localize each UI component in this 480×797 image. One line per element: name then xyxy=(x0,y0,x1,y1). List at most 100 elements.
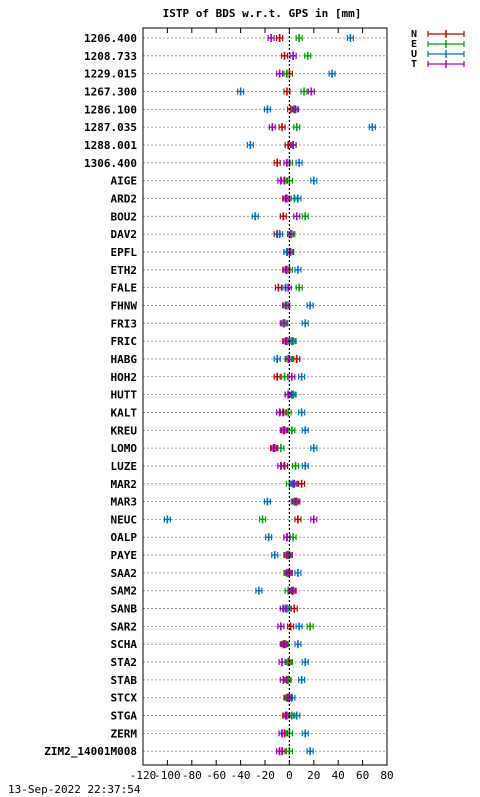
point-u xyxy=(271,551,279,560)
point-n xyxy=(290,604,298,613)
station-label: 1306.400 xyxy=(84,157,137,170)
station-label: 1206.400 xyxy=(84,32,137,45)
point-n xyxy=(273,372,281,381)
x-axis: -120-100 -80 -60 -40 -20 0 20 40 60 80 xyxy=(130,28,394,782)
point-u xyxy=(294,568,302,577)
point-t xyxy=(277,176,285,185)
point-t xyxy=(279,675,287,684)
point-t xyxy=(276,747,284,756)
plot-frame xyxy=(142,27,388,766)
point-u xyxy=(265,533,273,542)
point-u xyxy=(294,640,302,649)
point-t xyxy=(279,426,287,435)
point-u xyxy=(301,319,309,328)
point-u xyxy=(293,711,301,720)
legend-label: E xyxy=(411,39,417,50)
station-label: STCX xyxy=(111,692,138,705)
point-u xyxy=(301,461,309,470)
legend-label: U xyxy=(411,49,417,60)
x-tick-label: -100 xyxy=(154,769,181,782)
station-label: 1267.300 xyxy=(84,85,137,98)
point-t xyxy=(289,51,297,60)
station-label: FHNW xyxy=(111,299,138,312)
x-tick-label: -80 xyxy=(182,769,202,782)
point-e xyxy=(300,87,308,96)
x-tick-label: -20 xyxy=(255,769,275,782)
point-e xyxy=(280,372,289,381)
station-label: MAR2 xyxy=(111,478,138,491)
point-u xyxy=(295,622,303,631)
point-e xyxy=(291,461,300,470)
point-t xyxy=(268,123,276,132)
station-label: 1286.100 xyxy=(84,103,137,116)
station-label: OALP xyxy=(111,531,138,544)
point-n xyxy=(293,354,301,363)
point-t xyxy=(287,230,295,239)
station-label: HABG xyxy=(111,353,138,366)
point-t xyxy=(291,105,300,114)
x-tick-label: 0 xyxy=(286,769,293,782)
point-u xyxy=(301,426,309,435)
point-u xyxy=(246,140,254,149)
station-label: STA2 xyxy=(111,656,138,669)
station-label: ARD2 xyxy=(111,192,138,205)
point-n xyxy=(280,51,289,60)
station-label: DAV2 xyxy=(111,228,138,241)
point-e xyxy=(289,533,297,542)
row-labels: 1206.400 1208.733 1229.015 1267.300 1286.100… xyxy=(44,32,137,758)
station-label: EPFL xyxy=(111,246,138,259)
station-label: FALE xyxy=(111,282,138,295)
point-e xyxy=(301,212,309,221)
point-u xyxy=(263,105,272,114)
point-u xyxy=(301,729,309,738)
station-label: SAR2 xyxy=(111,620,138,633)
point-u xyxy=(310,444,318,453)
point-n xyxy=(278,123,286,132)
station-label: PAYE xyxy=(111,549,138,562)
point-t xyxy=(284,693,292,702)
point-e xyxy=(284,408,292,417)
point-t xyxy=(279,604,287,613)
point-u xyxy=(306,301,314,310)
station-label: ZERM xyxy=(111,727,138,740)
station-label: ETH2 xyxy=(111,264,138,277)
point-u xyxy=(298,372,306,381)
point-u xyxy=(328,69,336,78)
point-e xyxy=(277,444,285,453)
point-u xyxy=(294,265,302,274)
point-n xyxy=(274,283,283,292)
x-tick-label: 40 xyxy=(332,769,345,782)
point-n xyxy=(294,515,302,524)
station-label: FRIC xyxy=(111,335,138,348)
point-t xyxy=(277,461,285,470)
station-label: ZIM2_14001M008 xyxy=(44,745,137,758)
station-label: 1208.733 xyxy=(84,50,137,63)
point-t xyxy=(278,658,286,667)
point-t xyxy=(276,408,284,417)
station-label: SANB xyxy=(111,603,138,616)
point-t xyxy=(287,247,295,256)
station-label: KREU xyxy=(111,424,138,437)
station-label: 1288.001 xyxy=(84,139,137,152)
point-t xyxy=(278,729,286,738)
point-t xyxy=(284,354,292,363)
x-tick-label: 60 xyxy=(356,769,369,782)
point-u xyxy=(273,354,281,363)
legend-label: T xyxy=(411,59,417,70)
point-t xyxy=(271,444,279,453)
point-u xyxy=(237,87,245,96)
station-label: SAM2 xyxy=(111,585,138,598)
station-label: STGA xyxy=(111,710,138,723)
gridlines xyxy=(143,37,387,752)
point-n xyxy=(279,212,287,221)
point-e xyxy=(306,622,314,631)
x-tick-label: -120 xyxy=(130,769,157,782)
chart-title: ISTP of BDS w.r.t. GPS in [mm] xyxy=(163,7,362,20)
point-t xyxy=(279,640,287,649)
point-u xyxy=(298,675,306,684)
station-label: SCHA xyxy=(111,638,138,651)
station-label: HOH2 xyxy=(111,371,138,384)
point-e xyxy=(295,283,303,292)
